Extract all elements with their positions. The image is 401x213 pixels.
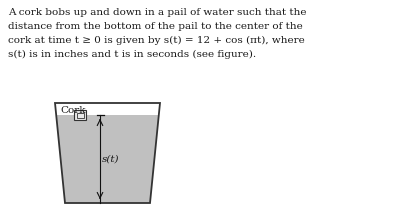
Text: A cork bobs up and down in a pail of water such that the: A cork bobs up and down in a pail of wat…	[8, 8, 306, 17]
Bar	[77, 112, 83, 118]
Text: s(t) is in inches and t is in seconds (see figure).: s(t) is in inches and t is in seconds (s…	[8, 50, 256, 59]
Polygon shape	[56, 115, 159, 203]
Text: s(t): s(t)	[102, 154, 119, 164]
Text: distance from the bottom of the pail to the center of the: distance from the bottom of the pail to …	[8, 22, 303, 31]
Text: Cork: Cork	[60, 106, 85, 115]
Text: cork at time t ≥ 0 is given by s(t) = 12 + cos (πt), where: cork at time t ≥ 0 is given by s(t) = 12…	[8, 36, 305, 45]
Bar	[74, 110, 86, 120]
